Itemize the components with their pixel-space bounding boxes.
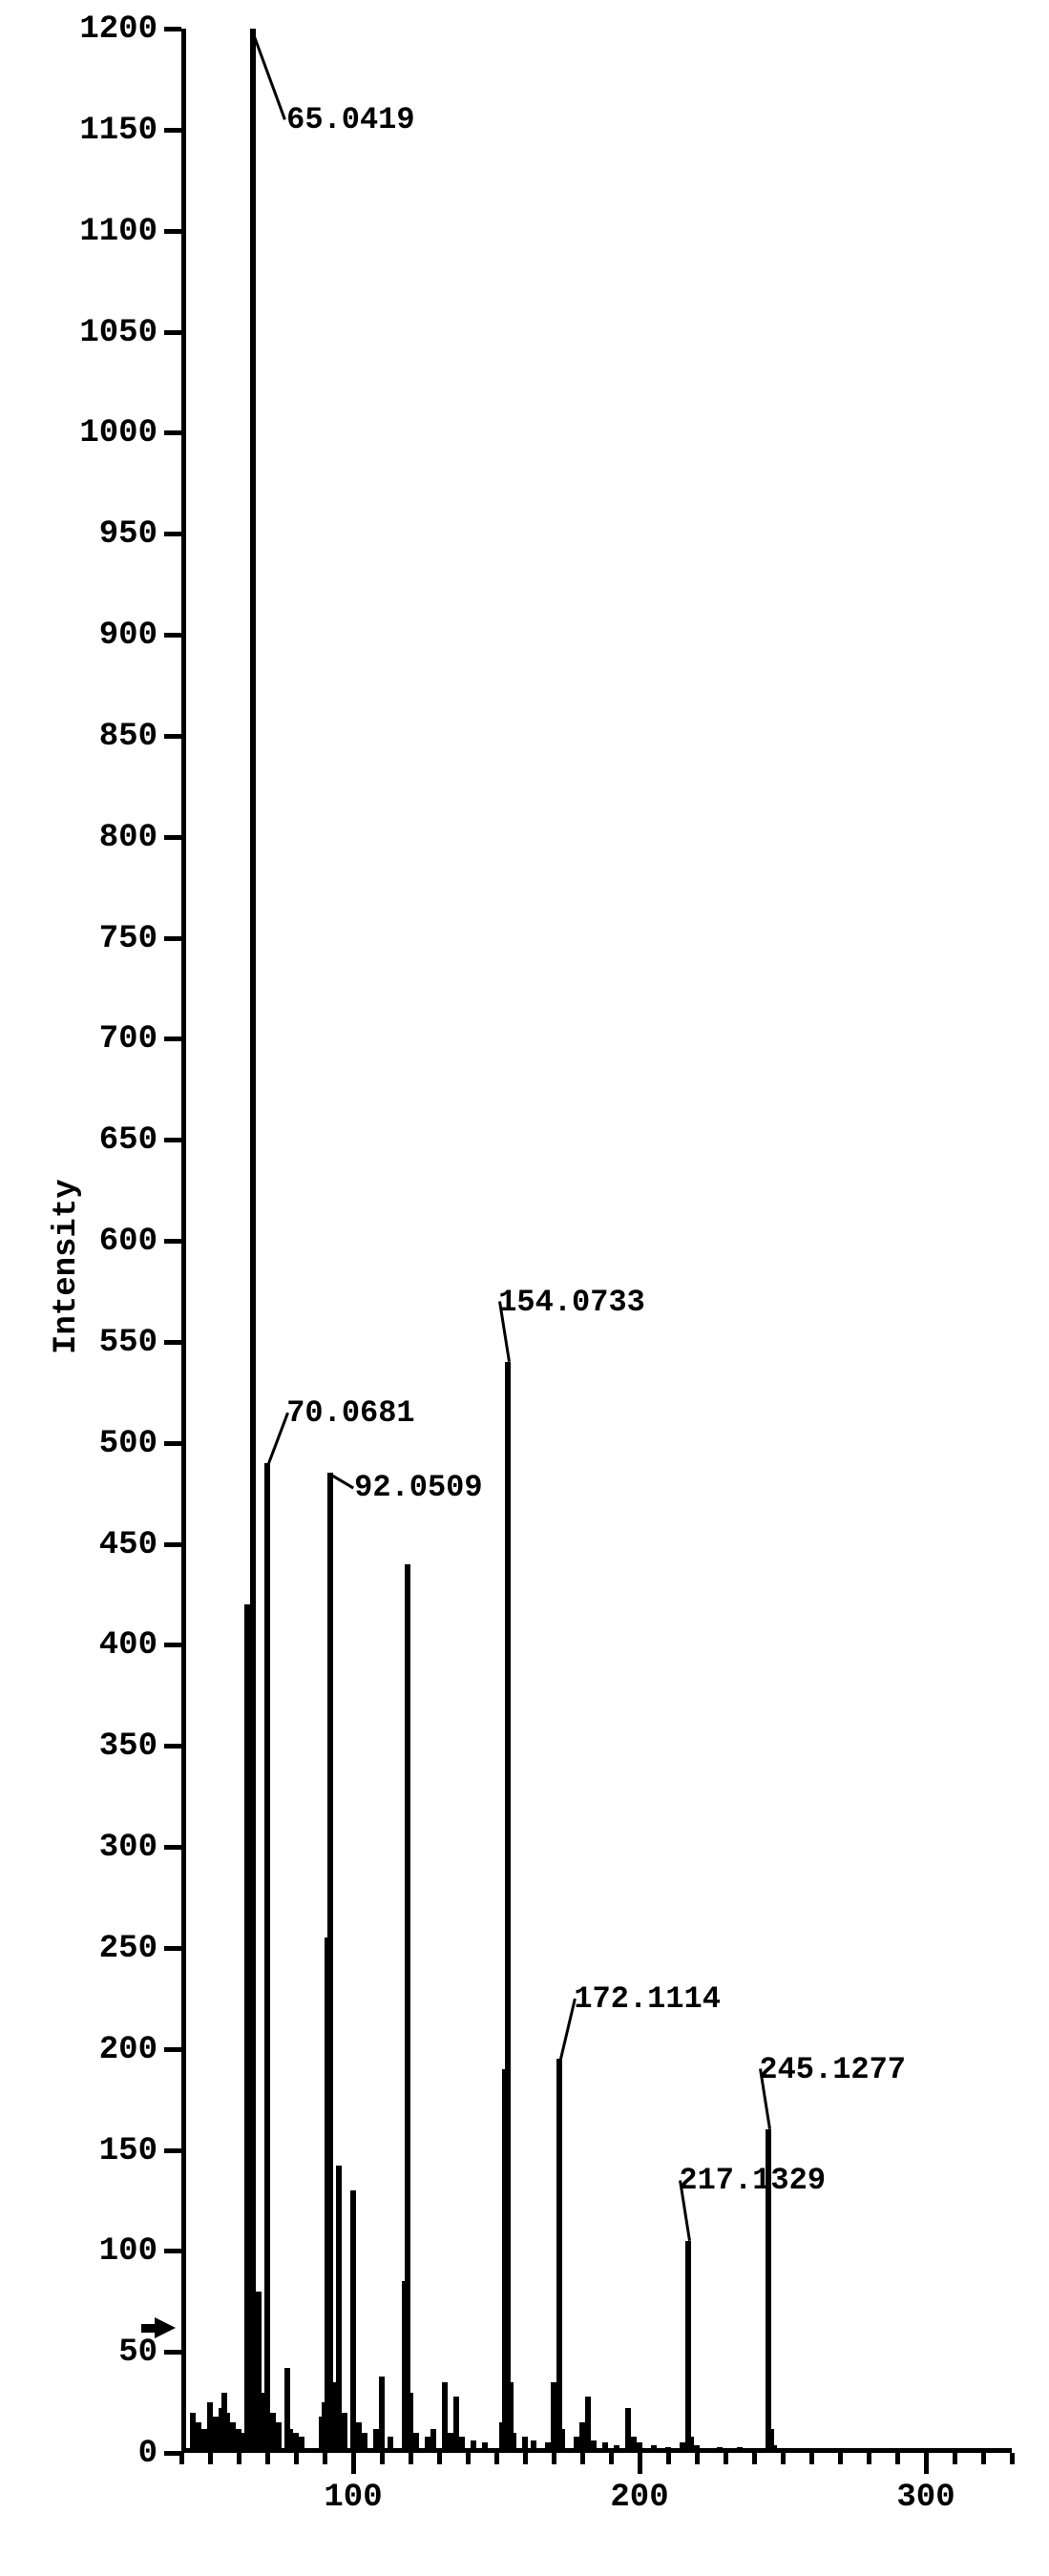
spectrum-peak <box>299 2437 304 2453</box>
spectrum-peak <box>614 2445 619 2453</box>
y-tick-label: 600 <box>67 1224 157 1260</box>
spectrum-peak <box>342 2413 347 2453</box>
spectrum-peak <box>737 2447 743 2453</box>
spectrum-peak <box>851 2449 857 2453</box>
y-tick-label: 100 <box>67 2233 157 2270</box>
spectrum-peak <box>482 2442 488 2453</box>
spectrum-peak-labeled <box>250 29 256 2453</box>
peak-label: 154.0733 <box>498 1285 645 1320</box>
y-tick-label: 850 <box>67 719 157 755</box>
y-tick-label: 150 <box>67 2133 157 2169</box>
peak-label: 172.1114 <box>574 1981 721 2017</box>
spectrum-peak <box>459 2437 465 2453</box>
spectrum-peak <box>651 2445 657 2453</box>
y-tick-label: 1050 <box>67 315 157 351</box>
spectrum-peak <box>350 2190 356 2453</box>
spectrum-peak <box>405 1564 410 2453</box>
peak-leader-line <box>267 1413 289 1464</box>
spectrum-peak-labeled <box>556 2059 562 2453</box>
spectrum-peak <box>591 2440 597 2453</box>
y-tick-label: 1150 <box>67 113 157 149</box>
spectrum-peak <box>522 2437 528 2453</box>
spectrum-peak <box>680 2442 685 2453</box>
y-tick-label: 750 <box>67 921 157 957</box>
peak-label: 217.1329 <box>679 2163 826 2198</box>
y-tick-label: 350 <box>67 1728 157 1765</box>
x-axis-line <box>181 2448 1012 2453</box>
y-tick-label: 50 <box>67 2335 157 2371</box>
peak-label: 245.1277 <box>759 2052 906 2087</box>
spectrum-peak <box>637 2442 642 2453</box>
spectrum-peak <box>665 2447 671 2453</box>
x-tick-label: 300 <box>883 2480 969 2516</box>
peak-label: 65.0419 <box>286 102 414 137</box>
y-tick-label: 300 <box>67 1830 157 1866</box>
spectrum-peak <box>388 2437 393 2453</box>
mass-spectrum-chart: Intensity 050100150200250300350400450500… <box>0 0 1049 2576</box>
y-tick-label: 1200 <box>67 11 157 48</box>
spectrum-peak <box>413 2433 419 2453</box>
y-axis-line <box>181 29 186 2453</box>
y-tick-label: 0 <box>67 2436 157 2472</box>
spectrum-peak <box>471 2440 476 2453</box>
y-tick-label: 800 <box>67 820 157 856</box>
y-tick-label: 650 <box>67 1122 157 1159</box>
spectrum-peak <box>717 2447 723 2453</box>
y-tick-label: 450 <box>67 1527 157 1563</box>
spectrum-peak <box>511 2433 516 2453</box>
spectrum-peak <box>430 2429 436 2453</box>
spectrum-peak <box>602 2442 608 2453</box>
spectrum-peak <box>880 2449 886 2453</box>
spectrum-peak <box>362 2433 367 2453</box>
y-tick-label: 550 <box>67 1325 157 1361</box>
spectrum-peak <box>937 2449 943 2453</box>
spectrum-peak-labeled <box>685 2241 691 2453</box>
spectrum-peak <box>694 2445 700 2453</box>
y-tick-label: 900 <box>67 618 157 654</box>
y-tick-label: 200 <box>67 2032 157 2068</box>
spectrum-peak <box>379 2377 385 2453</box>
spectrum-peak <box>823 2449 829 2453</box>
spectrum-peak-labeled <box>327 1473 333 2453</box>
plot-area: 0501001502002503003504004505005506006507… <box>181 29 1012 2453</box>
peak-leader-line <box>559 1999 577 2060</box>
axis-arrow-marker <box>155 2317 176 2338</box>
spectrum-peak-labeled <box>766 2129 771 2453</box>
spectrum-peak <box>276 2422 282 2453</box>
spectrum-peak <box>531 2440 536 2453</box>
y-tick-label: 500 <box>67 1426 157 1462</box>
spectrum-peak-labeled <box>264 1463 270 2453</box>
y-tick-label: 950 <box>67 516 157 553</box>
y-tick-label: 700 <box>67 1021 157 1058</box>
spectrum-peak <box>909 2449 914 2453</box>
x-tick-label: 100 <box>310 2480 396 2516</box>
peak-label: 70.0681 <box>286 1395 414 1431</box>
y-tick-label: 400 <box>67 1627 157 1664</box>
spectrum-peak <box>771 2445 777 2453</box>
spectrum-peak <box>794 2449 800 2453</box>
spectrum-peak-labeled <box>505 1362 511 2453</box>
x-tick-label: 200 <box>597 2480 682 2516</box>
peak-label: 92.0509 <box>354 1470 482 1505</box>
y-tick-label: 1000 <box>67 415 157 451</box>
spectrum-peak <box>336 2166 342 2453</box>
y-tick-label: 1100 <box>67 214 157 250</box>
spectrum-peak <box>966 2449 972 2453</box>
y-tick-label: 250 <box>67 1931 157 1967</box>
